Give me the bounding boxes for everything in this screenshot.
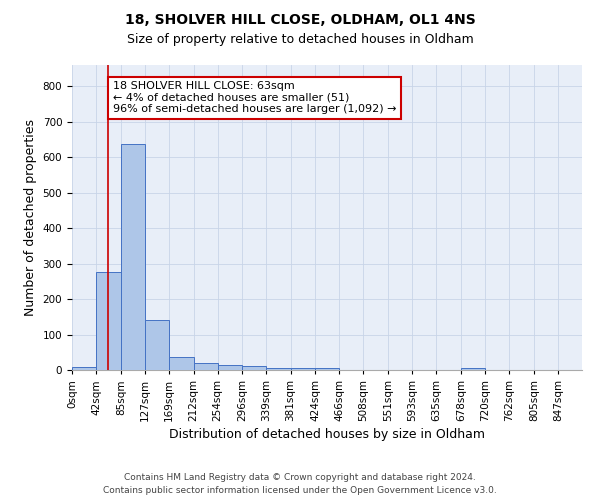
Text: Size of property relative to detached houses in Oldham: Size of property relative to detached ho… <box>127 32 473 46</box>
Bar <box>121 144 145 370</box>
Text: 18 SHOLVER HILL CLOSE: 63sqm
← 4% of detached houses are smaller (51)
96% of sem: 18 SHOLVER HILL CLOSE: 63sqm ← 4% of det… <box>113 81 396 114</box>
Bar <box>315 368 340 370</box>
Text: 18, SHOLVER HILL CLOSE, OLDHAM, OL1 4NS: 18, SHOLVER HILL CLOSE, OLDHAM, OL1 4NS <box>125 12 475 26</box>
Bar <box>218 365 242 370</box>
Bar <box>266 368 290 370</box>
X-axis label: Distribution of detached houses by size in Oldham: Distribution of detached houses by size … <box>169 428 485 441</box>
Bar <box>194 363 218 370</box>
Y-axis label: Number of detached properties: Number of detached properties <box>24 119 37 316</box>
Bar <box>461 368 485 370</box>
Bar <box>169 357 194 370</box>
Bar <box>242 366 266 370</box>
Bar <box>290 368 315 370</box>
Bar <box>145 320 169 370</box>
Bar <box>96 272 121 370</box>
Text: Contains HM Land Registry data © Crown copyright and database right 2024.
Contai: Contains HM Land Registry data © Crown c… <box>103 474 497 495</box>
Bar <box>72 367 96 370</box>
